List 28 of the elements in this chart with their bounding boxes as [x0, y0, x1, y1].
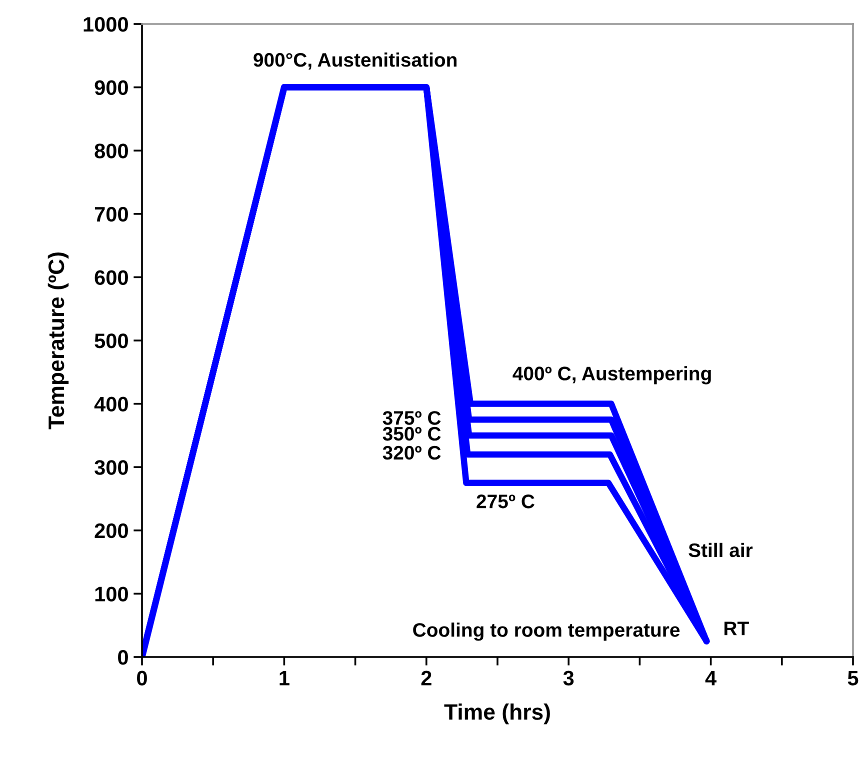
annotation: 350º C	[382, 426, 441, 441]
x-tick-label: 2	[421, 670, 432, 686]
annotation: Cooling to room temperature	[413, 622, 680, 641]
y-tick-label: 900	[94, 80, 128, 96]
y-tick-label: 0	[118, 650, 128, 665]
annotation: 900°C, Austenitisation	[254, 52, 456, 70]
y-tick-label: 400	[94, 396, 128, 412]
y-axis-title: Temperature (ºC)	[48, 252, 69, 430]
annotation: 275º C	[476, 494, 534, 508]
y-tick-label: 1000	[84, 17, 128, 32]
y-tick-label: 700	[94, 206, 128, 222]
annotation: RT	[724, 622, 749, 636]
y-tick-label: 300	[94, 460, 128, 475]
annotation: 400º C, Austempering	[512, 366, 711, 384]
x-tick-label: 5	[848, 670, 858, 686]
x-tick-label: 4	[705, 670, 716, 686]
x-tick-label: 3	[563, 670, 574, 686]
x-tick-label: 1	[280, 670, 290, 686]
annotation: 375º C	[382, 411, 441, 425]
annotation: 320º C	[382, 446, 441, 460]
y-tick-label: 100	[95, 586, 128, 602]
y-tick-label: 800	[94, 144, 128, 158]
x-axis-title: Time (hrs)	[444, 704, 550, 724]
annotation: Still air	[688, 542, 753, 558]
y-tick-label: 500	[94, 334, 128, 348]
y-tick-label: 600	[94, 270, 128, 285]
x-tick-label: 0	[137, 670, 147, 686]
y-tick-label: 200	[94, 523, 128, 538]
